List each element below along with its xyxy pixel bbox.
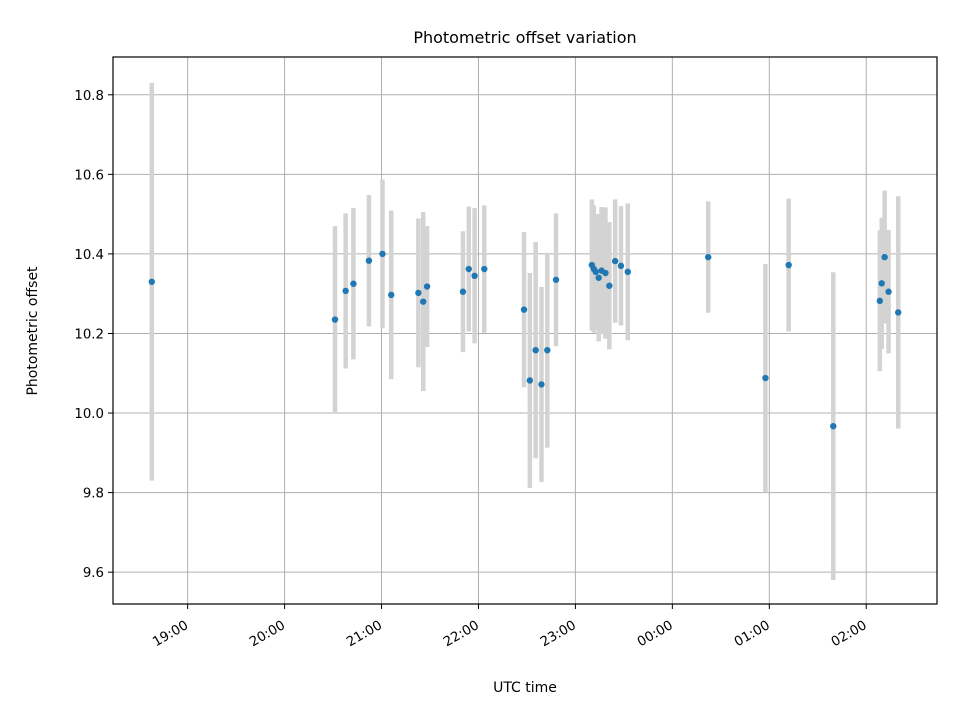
- data-point: [611, 257, 619, 265]
- data-point: [415, 289, 422, 297]
- data-point: [520, 306, 528, 313]
- data-point: [885, 288, 892, 295]
- data-point: [388, 291, 395, 299]
- y-tick-label: 10.0: [74, 407, 104, 422]
- y-axis-label: Photometric offset: [25, 266, 41, 396]
- data-point: [459, 288, 467, 295]
- data-point: [342, 287, 349, 295]
- data-point: [881, 253, 888, 261]
- data-point: [331, 316, 339, 323]
- data-point: [148, 278, 155, 285]
- data-point: [423, 283, 431, 290]
- data-point: [532, 346, 539, 354]
- y-tick-label: 10.4: [74, 248, 104, 263]
- data-point: [617, 262, 625, 270]
- data-point: [785, 261, 792, 269]
- x-axis-label: UTC time: [493, 680, 557, 696]
- data-point: [624, 268, 631, 276]
- data-point: [705, 253, 712, 261]
- data-point: [365, 257, 373, 264]
- data-point: [878, 280, 885, 287]
- data-point: [592, 268, 599, 276]
- data-point: [830, 422, 837, 430]
- data-point: [876, 297, 884, 305]
- chart-title: Photometric offset variation: [413, 28, 636, 47]
- y-axis-ticks: 9.6 9.8 10.0 10.2 10.4 10.6 10.8: [74, 89, 113, 581]
- data-point: [379, 250, 386, 258]
- data-point: [762, 374, 769, 382]
- data-point: [595, 274, 602, 281]
- data-point: [420, 298, 427, 305]
- axes-frame: [112, 56, 938, 605]
- y-tick-label: 10.8: [74, 89, 104, 104]
- y-tick-label: 10.6: [74, 168, 104, 183]
- data-point: [538, 381, 545, 388]
- data-point: [895, 309, 902, 316]
- data-points: [148, 250, 902, 430]
- data-point: [544, 346, 551, 354]
- y-tick-label: 10.2: [74, 327, 104, 342]
- data-point: [481, 265, 488, 273]
- data-point: [606, 282, 613, 289]
- data-point: [465, 265, 472, 273]
- data-point: [471, 272, 478, 279]
- data-point: [350, 280, 357, 287]
- data-point: [602, 269, 609, 277]
- y-tick-label: 9.6: [83, 566, 104, 581]
- y-tick-label: 9.8: [83, 487, 104, 502]
- data-point: [526, 377, 534, 384]
- data-point: [552, 276, 560, 283]
